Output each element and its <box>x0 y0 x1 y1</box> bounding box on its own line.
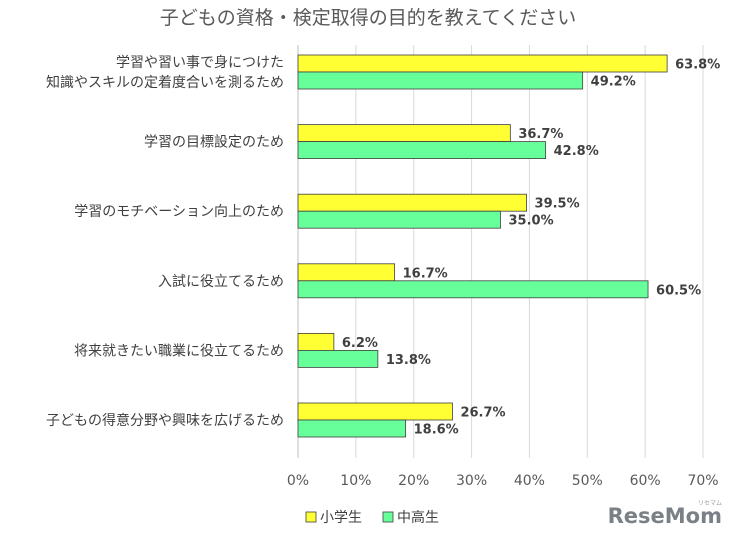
bar <box>297 349 379 368</box>
logo-subtext: リセマム <box>698 500 722 507</box>
bar <box>297 263 396 282</box>
legend: 小学生 中高生 <box>305 509 439 526</box>
bar <box>297 141 547 160</box>
legend-label: 小学生 <box>320 510 362 526</box>
x-axis-ticks: 0% 10% 20% 30% 40% 50% 60% 70% <box>287 473 719 489</box>
legend-label: 中高生 <box>397 509 439 526</box>
resemom-logo: ReseMom リセマム <box>608 500 722 528</box>
bar <box>297 124 511 142</box>
data-label: 39.5% <box>535 197 580 212</box>
category-label: 知識やスキルの定着度合いを測るため <box>46 74 284 91</box>
category-label: 学習のモチベーション向上のため <box>74 204 284 220</box>
category-label: 将来就きたい職業に役立てるため <box>74 343 284 359</box>
category-label: 子どもの得意分野や興味を広げるため <box>46 412 284 429</box>
data-label: 49.2% <box>591 75 636 90</box>
data-label: 35.0% <box>509 214 554 229</box>
x-tick-label: 40% <box>514 473 545 489</box>
bar <box>297 71 584 90</box>
bar <box>297 193 527 212</box>
bar <box>297 54 668 73</box>
data-label: 13.8% <box>386 353 431 368</box>
logo-text: ReseMom <box>608 504 722 528</box>
bar <box>297 332 335 351</box>
category-label: 学習や習い事で身につけた <box>116 55 284 71</box>
bar <box>297 419 407 438</box>
x-tick-label: 60% <box>630 473 661 489</box>
data-label: 60.5% <box>656 283 701 298</box>
x-tick-label: 0% <box>287 473 309 489</box>
legend-swatch <box>305 511 317 523</box>
grid <box>297 45 704 458</box>
legend-swatch <box>382 511 394 523</box>
x-tick-label: 10% <box>340 473 371 489</box>
category-label: 入試に役立てるため <box>158 274 284 290</box>
data-label: 6.2% <box>342 336 378 351</box>
data-label: 42.8% <box>554 144 599 159</box>
data-label: 26.7% <box>460 406 505 421</box>
category-labels: 学習や習い事で身につけた知識やスキルの定着度合いを測るため学習の目標設定のため学… <box>46 55 284 429</box>
x-tick-label: 70% <box>687 473 718 489</box>
data-label: 18.6% <box>414 423 459 438</box>
bars: 63.8% 49.2% 36.7% 42.8% 39.5% 35.0% 16.7% 60.5%… <box>297 54 720 438</box>
data-label: 16.7% <box>403 266 448 281</box>
bar <box>297 210 501 229</box>
chart-title: 子どもの資格・検定取得の目的を教えてください <box>160 7 576 29</box>
data-label: 63.8% <box>675 58 720 73</box>
x-tick-label: 30% <box>456 473 487 489</box>
bar <box>297 280 649 299</box>
x-tick-label: 50% <box>572 473 603 489</box>
bar <box>297 402 453 421</box>
x-tick-label: 20% <box>398 473 429 489</box>
category-label: 学習の目標設定のため <box>144 135 284 151</box>
data-label: 36.7% <box>518 127 563 142</box>
